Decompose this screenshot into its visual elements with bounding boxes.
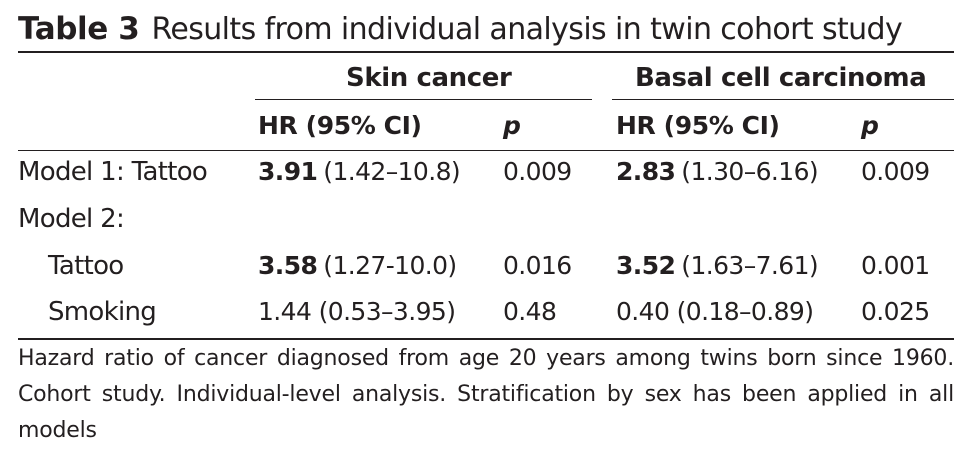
cell-model1-bcc-hr: 2.83 (1.30–6.16) xyxy=(616,156,819,188)
cell-model2-tattoo-skin-hr: 3.58 (1.27-10.0) xyxy=(258,250,457,282)
header-rule xyxy=(18,150,954,151)
hr-ci: (1.42–10.8) xyxy=(323,157,461,186)
table-number: Table 3 xyxy=(18,11,140,47)
column-header-skin-p: p xyxy=(503,111,521,140)
hr-estimate: 3.52 xyxy=(616,251,676,280)
row-label-model1-tattoo: Model 1: Tattoo xyxy=(18,157,208,187)
top-rule xyxy=(18,51,954,53)
cell-model1-skin-p: 0.009 xyxy=(503,157,572,186)
table-footnote: Hazard ratio of cancer diagnosed from ag… xyxy=(18,346,954,443)
column-header-bcc-p: p xyxy=(861,111,879,140)
row-label-model2-smoking: Smoking xyxy=(48,297,157,327)
hr-estimate: 2.83 xyxy=(616,157,676,186)
hr-estimate: 3.58 xyxy=(258,251,318,280)
group-rule-skin-cancer xyxy=(255,99,592,100)
cell-model2-smoking-bcc-hr: 0.40 (0.18–0.89) xyxy=(616,297,814,326)
group-header-basal-cell-carcinoma: Basal cell carcinoma xyxy=(635,63,927,93)
group-rule-basal-cell-carcinoma xyxy=(612,99,954,100)
hr-ci: (1.27-10.0) xyxy=(323,251,457,280)
cell-model2-smoking-skin-hr: 1.44 (0.53–3.95) xyxy=(258,297,456,326)
row-label-model2-tattoo: Tattoo xyxy=(48,251,124,281)
cell-model1-skin-hr: 3.91 (1.42–10.8) xyxy=(258,156,461,188)
cell-model2-tattoo-skin-p: 0.016 xyxy=(503,251,572,280)
cell-model2-smoking-bcc-p: 0.025 xyxy=(861,297,930,326)
cell-model2-smoking-skin-p: 0.48 xyxy=(503,297,557,326)
cell-model2-tattoo-bcc-p: 0.001 xyxy=(861,251,930,280)
hr-ci: (1.30–6.16) xyxy=(681,157,819,186)
row-label-model2: Model 2: xyxy=(18,204,125,234)
table-caption: Table 3 Results from individual analysis … xyxy=(18,9,903,50)
column-header-bcc-hr: HR (95% CI) xyxy=(616,111,780,140)
bottom-rule xyxy=(18,338,954,340)
table-title: Results from individual analysis in twin… xyxy=(151,12,903,47)
cell-model2-tattoo-bcc-hr: 3.52 (1.63–7.61) xyxy=(616,250,819,282)
group-header-skin-cancer: Skin cancer xyxy=(346,63,512,93)
cell-model1-bcc-p: 0.009 xyxy=(861,157,930,186)
hr-estimate: 3.91 xyxy=(258,157,318,186)
hr-ci: (1.63–7.61) xyxy=(681,251,819,280)
column-header-skin-hr: HR (95% CI) xyxy=(258,111,422,140)
